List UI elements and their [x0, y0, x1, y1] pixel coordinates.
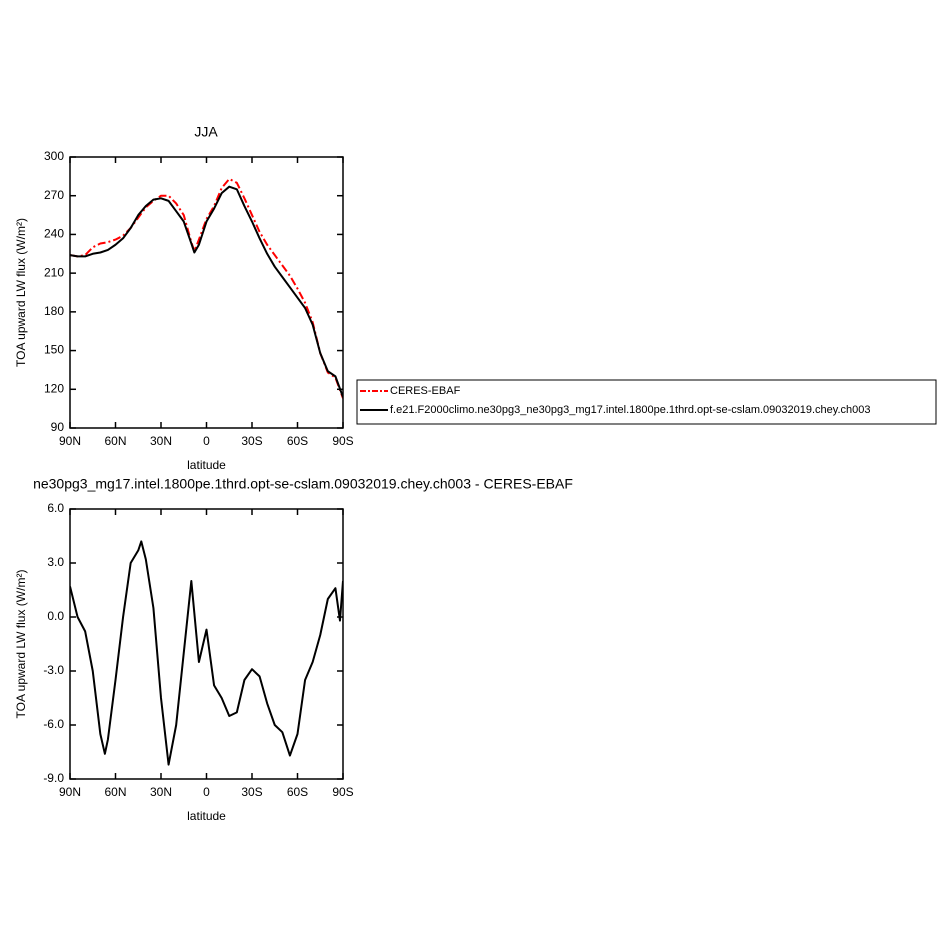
y-axis-label: TOA upward LW flux (W/m²)	[14, 570, 28, 719]
y-tick-label: 240	[44, 227, 64, 241]
y-tick-label: 3.0	[47, 555, 64, 569]
data-line	[70, 177, 343, 399]
y-tick-label: 210	[44, 265, 64, 279]
x-axis-label: latitude	[187, 458, 226, 472]
y-tick-label: -3.0	[43, 663, 64, 677]
plot-frame	[69, 508, 344, 780]
chart-title: JJA	[194, 124, 218, 140]
y-tick-label: 120	[44, 381, 64, 395]
x-tick-label: 60N	[104, 785, 126, 799]
x-tick-label: 0	[203, 434, 210, 448]
x-tick-label: 90S	[332, 434, 353, 448]
plot-frame	[69, 156, 344, 429]
y-tick-label: 270	[44, 188, 64, 202]
x-tick-label: 60S	[287, 434, 308, 448]
y-tick-label: -9.0	[43, 771, 64, 785]
y-tick-label: 150	[44, 343, 64, 357]
x-axis-label: latitude	[187, 809, 226, 823]
y-tick-label: 300	[44, 149, 64, 163]
chart-title: ne30pg3_mg17.intel.1800pe.1thrd.opt-se-c…	[33, 476, 573, 492]
x-tick-label: 60N	[104, 434, 126, 448]
y-tick-label: 90	[51, 420, 65, 434]
x-tick-label: 90N	[59, 434, 81, 448]
x-tick-label: 30S	[241, 785, 262, 799]
legend-label: CERES-EBAF	[390, 385, 461, 397]
x-tick-label: 30N	[150, 785, 172, 799]
y-tick-label: -6.0	[43, 717, 64, 731]
x-tick-label: 90S	[332, 785, 353, 799]
x-tick-label: 30S	[241, 434, 262, 448]
x-tick-label: 60S	[287, 785, 308, 799]
y-tick-label: 0.0	[47, 609, 64, 623]
y-tick-label: 180	[44, 304, 64, 318]
y-axis-label: TOA upward LW flux (W/m²)	[14, 218, 28, 367]
x-tick-label: 90N	[59, 785, 81, 799]
data-line	[70, 185, 343, 398]
y-tick-label: 6.0	[47, 501, 64, 515]
data-line	[70, 540, 343, 766]
x-tick-label: 30N	[150, 434, 172, 448]
x-tick-label: 0	[203, 785, 210, 799]
legend-box	[356, 379, 937, 425]
legend-label: f.e21.F2000climo.ne30pg3_ne30pg3_mg17.in…	[390, 404, 870, 416]
